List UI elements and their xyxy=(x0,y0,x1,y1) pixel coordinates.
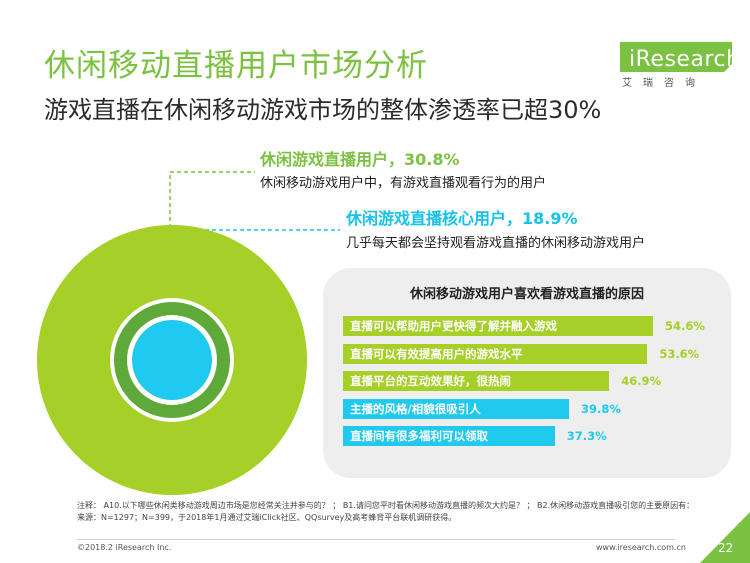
chart-title: 休闲移动游戏用户喜欢看游戏直播的原因 xyxy=(409,287,644,302)
source-line: 来源：N=1297；N=399，于2018年1月通过艾瑞iClick社区、QQs… xyxy=(77,512,457,522)
corner-decoration xyxy=(700,512,750,563)
bar-4 xyxy=(343,398,569,419)
outer-callout-title: 休闲游戏直播用户，30.8% xyxy=(260,150,460,169)
bar-value-4: 39.8% xyxy=(580,401,621,416)
bar-label-3: 直播平台的互动效果好，很热闹 xyxy=(350,374,511,388)
page-subtitle: 游戏直播在休闲移动游戏市场的整体渗透率已超30% xyxy=(44,96,602,124)
outer-callout-desc: 休闲移动游戏用户中，有游戏直播观看行为的用户 xyxy=(260,176,547,191)
bar-5 xyxy=(343,426,555,446)
website-link[interactable]: www.iresearch.com.cn xyxy=(596,543,686,552)
page-title: 休闲移动直播用户市场分析 xyxy=(44,48,428,84)
bar-label-1: 直播可以帮助用户更快得了解并融入游戏 xyxy=(350,319,557,333)
footnotes: 注释： A10.以下哪些休闲类移动游戏周边市场是您经常关注并参与的？ ； B1.… xyxy=(77,500,697,523)
bar-value-5: 37.3% xyxy=(566,429,607,443)
logo-subtitle: 艾瑞咨询 xyxy=(622,78,706,89)
logo-text: iResearch xyxy=(629,47,741,72)
inner-circle xyxy=(132,320,212,400)
logo-badge xyxy=(620,42,732,72)
bar-value-3: 46.9% xyxy=(621,374,662,388)
bar-label-2: 直播可以有效提高用户的游戏水平 xyxy=(350,346,523,361)
outer-connector-line xyxy=(169,171,255,235)
footer-divider xyxy=(77,539,675,540)
bar-2 xyxy=(343,343,648,364)
bar-3 xyxy=(343,371,610,391)
footnote-line: 注释： A10.以下哪些休闲类移动游戏周边市场是您经常关注并参与的？ ； B1.… xyxy=(77,501,695,510)
bar-value-1: 54.6% xyxy=(665,319,705,333)
inner-callout-desc: 几乎每天都会坚持观看游戏直播的休闲移动游戏用户 xyxy=(346,236,646,251)
bar-label-5: 直播间有很多福利可以领取 xyxy=(350,429,488,443)
inner-callout-title: 休闲游戏直播核心用户，18.9% xyxy=(346,209,578,228)
bar-label-4: 主播的风格/相貌很吸引人 xyxy=(350,401,481,416)
bar-1 xyxy=(343,316,653,336)
copyright: ©2018.2 iResearch Inc. xyxy=(77,543,172,552)
bar-value-2: 53.6% xyxy=(659,346,700,361)
page-number: 22 xyxy=(718,541,734,555)
